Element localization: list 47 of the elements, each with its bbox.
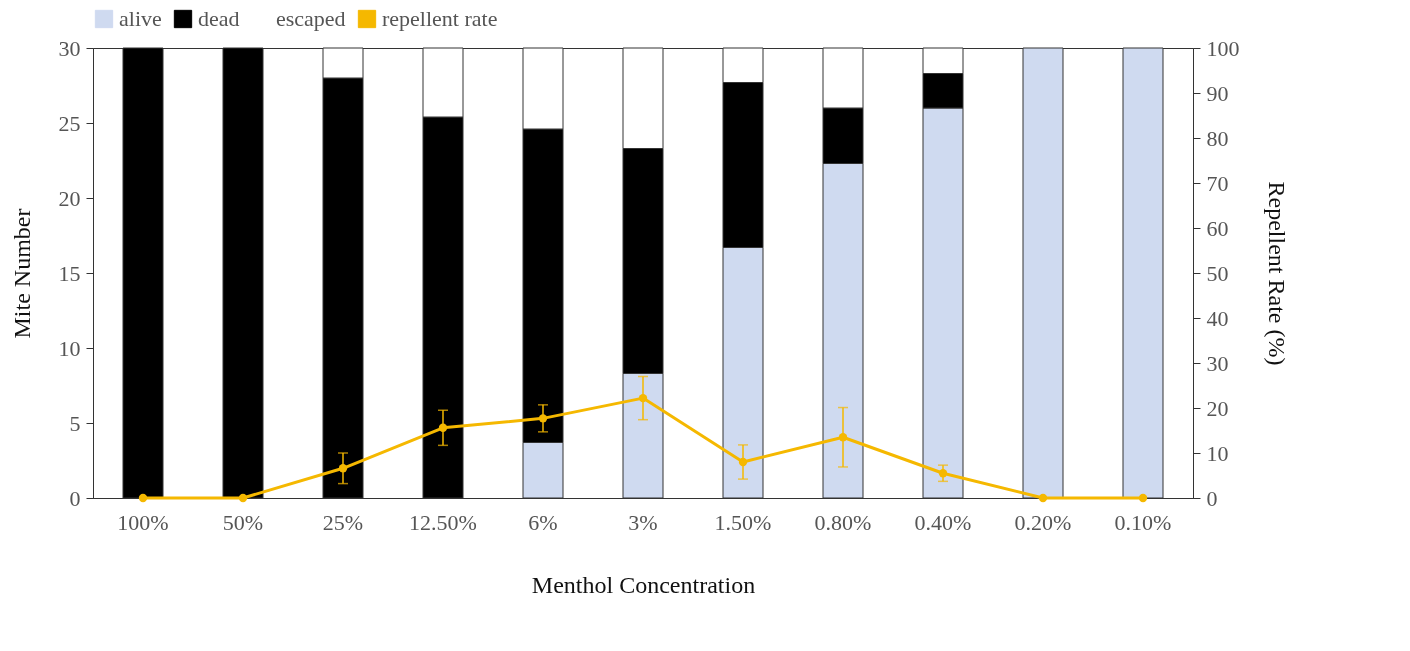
x-tick-label: 1.50% bbox=[714, 509, 772, 535]
y2-tick-label: 30 bbox=[1206, 350, 1229, 376]
legend-label: alive bbox=[119, 6, 162, 31]
y2-tick-label: 100 bbox=[1206, 35, 1240, 61]
y2-axis-title: Repellent Rate (%) bbox=[1263, 181, 1290, 366]
series-label: escaped bbox=[276, 6, 346, 31]
point bbox=[238, 493, 248, 503]
point bbox=[138, 493, 148, 503]
x-axis-title: Menthol Concentration bbox=[531, 571, 756, 598]
y-axis-title: Mite Number bbox=[8, 208, 35, 339]
x-tick-label: 0.80% bbox=[814, 509, 872, 535]
x-tick-label: 12.50% bbox=[409, 509, 477, 535]
x-tick-label: 3% bbox=[628, 509, 658, 535]
y-tick-label: 5 bbox=[69, 410, 81, 436]
y-tick-label: 25 bbox=[58, 110, 81, 136]
y-tick-label: 30 bbox=[58, 35, 81, 61]
point bbox=[638, 393, 648, 403]
point bbox=[838, 433, 848, 442]
y2-tick-label: 60 bbox=[1206, 215, 1229, 241]
y2-tick-label: 50 bbox=[1206, 260, 1229, 286]
y-tick-label: 10 bbox=[58, 335, 81, 361]
y2-tick-label: 90 bbox=[1206, 80, 1229, 106]
x-tick-label: 0.40% bbox=[914, 509, 972, 535]
y2-tick-label: 70 bbox=[1206, 170, 1229, 196]
point bbox=[538, 414, 548, 423]
y-tick-label: 0 bbox=[69, 485, 81, 511]
y-tick-label: 15 bbox=[58, 260, 81, 286]
point bbox=[438, 423, 448, 432]
y2-tick-label: 10 bbox=[1206, 440, 1229, 466]
y2-tick-label: 40 bbox=[1206, 305, 1229, 331]
x-tick-label: 0.10% bbox=[1114, 509, 1172, 535]
legend-label: repellent rate bbox=[382, 6, 498, 31]
y2-tick-label: 80 bbox=[1206, 125, 1229, 151]
point bbox=[338, 464, 348, 473]
y2-tick-label: 20 bbox=[1206, 395, 1229, 421]
x-tick-label: 50% bbox=[222, 509, 264, 535]
point bbox=[738, 457, 748, 467]
point bbox=[938, 469, 948, 478]
x-tick-label: 0.20% bbox=[1014, 509, 1072, 535]
x-tick-label: 6% bbox=[528, 509, 558, 535]
x-tick-label: 25% bbox=[322, 509, 364, 535]
point bbox=[1038, 493, 1048, 503]
y2-tick-label: 0 bbox=[1206, 485, 1218, 511]
point bbox=[1138, 493, 1148, 503]
y-tick-label: 20 bbox=[58, 185, 81, 211]
legend-label: dead bbox=[198, 6, 240, 31]
x-tick-label: 100% bbox=[117, 509, 169, 535]
